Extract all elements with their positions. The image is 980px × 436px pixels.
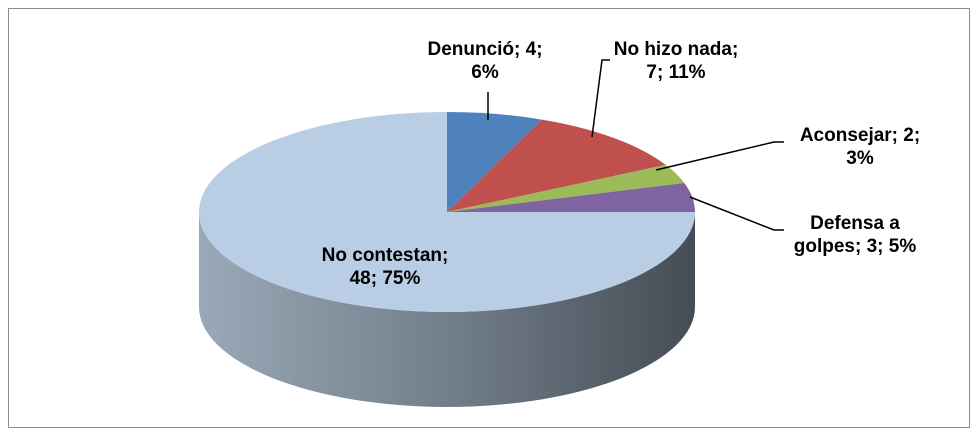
data-label: Denunció; 4; 6% [427,39,543,83]
data-label: No hizo nada; 7; 11% [613,39,739,83]
pie-slice [199,112,695,312]
pie-slice [447,182,695,212]
chart-frame [8,8,970,428]
leader-line [591,59,610,138]
data-label: Defensa a golpes; 3; 5% [793,213,917,257]
leader-line [655,141,784,171]
data-label: No contestan; 48; 75% [321,245,449,289]
leader-line [689,196,784,231]
pie-slice [447,119,666,212]
pie-slice [447,164,685,212]
data-label: Aconsejar; 2; 3% [799,125,921,169]
pie-side [199,212,695,407]
pie-slice [447,112,542,212]
